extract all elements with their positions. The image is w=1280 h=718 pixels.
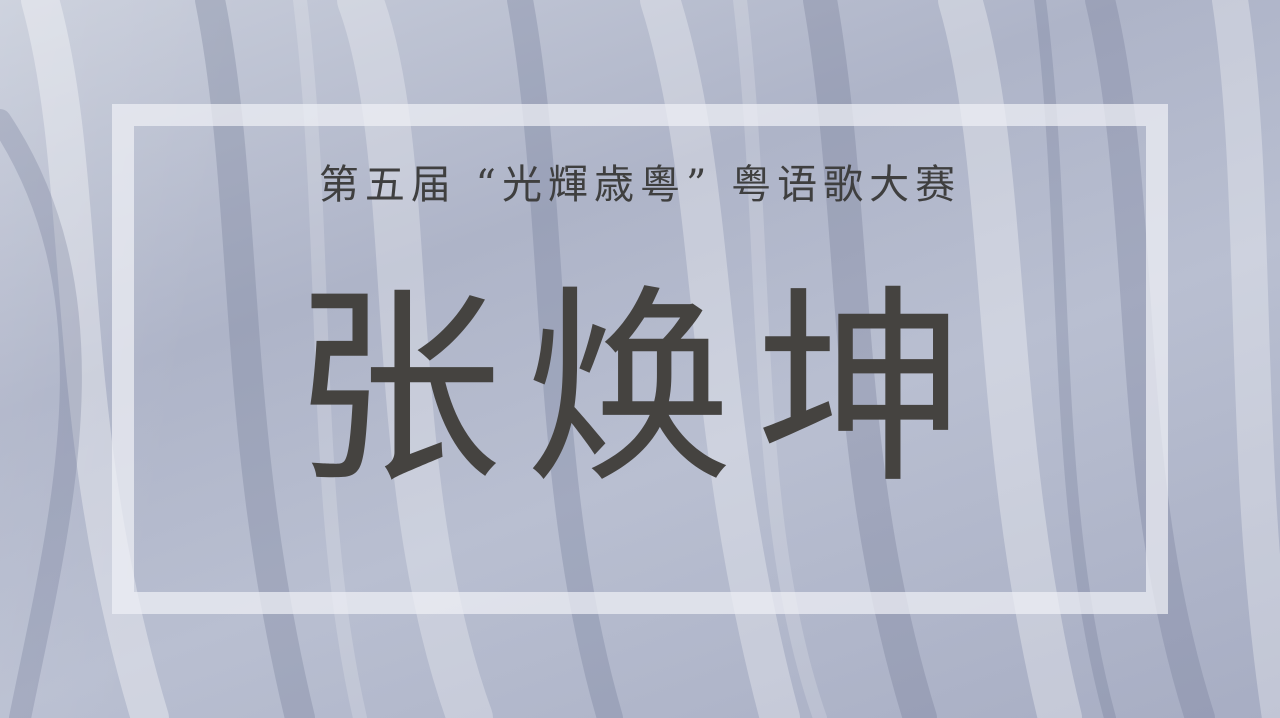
white-frame-border — [112, 104, 1168, 614]
contestant-name: 张焕坤 — [291, 267, 988, 512]
contest-subtitle: 第五届 “光輝歳粵” 粤语歌大赛 — [318, 162, 962, 208]
